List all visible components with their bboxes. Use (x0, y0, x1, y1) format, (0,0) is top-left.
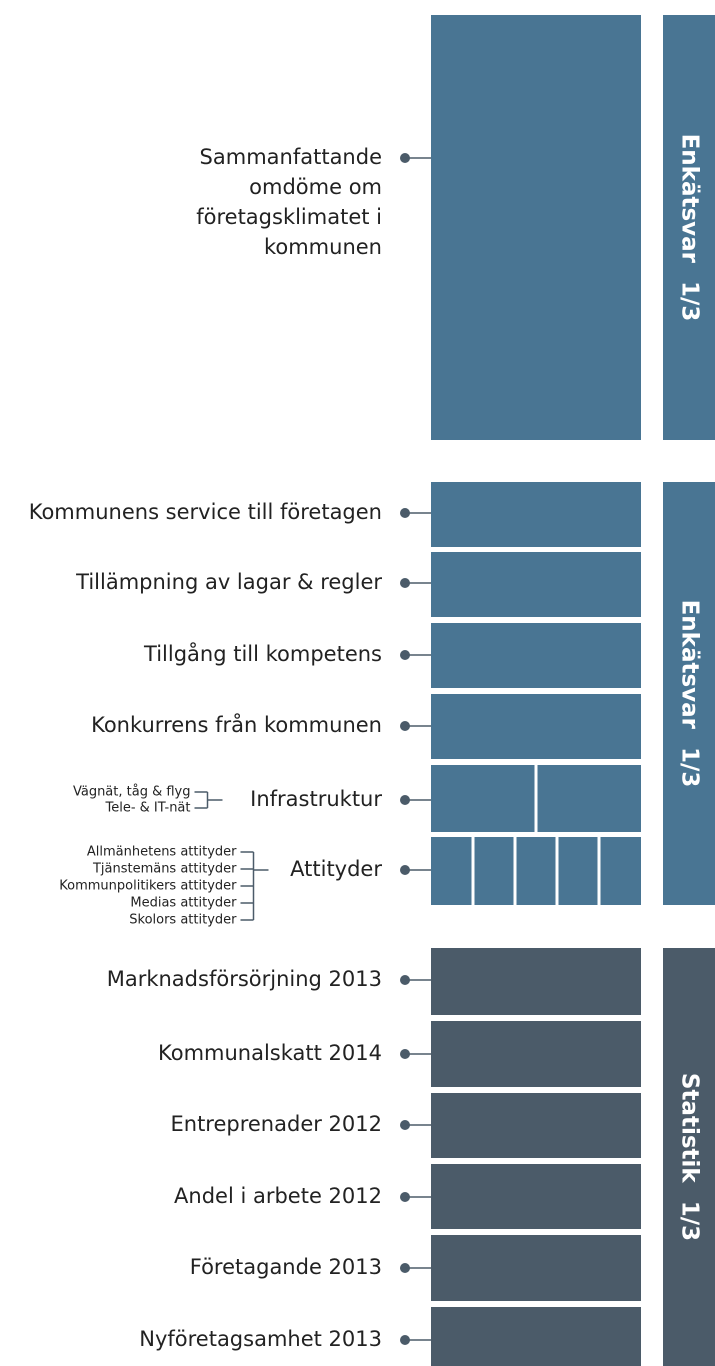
item-label: Tillgång till kompetens (143, 641, 382, 666)
item-label: Attityder (290, 857, 382, 881)
item-label: kommunen (264, 235, 382, 259)
block (431, 1164, 641, 1229)
sub-label: Tjänstemäns attityder (92, 862, 237, 877)
item-label: Tillämpning av lagar & regler (75, 570, 382, 594)
block (431, 694, 641, 759)
block (431, 1021, 641, 1087)
side-bar (663, 15, 715, 440)
sub-label: Kommunpolitikers attityder (59, 879, 237, 894)
side-bar (663, 948, 715, 1366)
sub-label: Tele- & IT-nät (104, 801, 190, 816)
block (431, 482, 641, 547)
block (600, 837, 641, 905)
block (431, 1307, 641, 1366)
item-label: Andel i arbete 2012 (174, 1184, 382, 1208)
side-bar (663, 482, 715, 905)
side-label: Statistik 1/3 (677, 1073, 703, 1241)
item-label: Entreprenader 2012 (170, 1112, 382, 1136)
block (558, 837, 598, 905)
block (431, 15, 641, 440)
item-label: Kommunalskatt 2014 (158, 1041, 382, 1065)
item-label: omdöme om (249, 175, 382, 199)
block (431, 837, 472, 905)
item-label: Marknadsförsörjning 2013 (107, 967, 382, 991)
side-label: Enkätsvar 1/3 (677, 600, 703, 788)
sub-label: Vägnät, tåg & flyg (73, 785, 191, 800)
block (431, 623, 641, 688)
block (431, 948, 641, 1015)
item-label: Konkurrens från kommunen (91, 712, 382, 737)
sub-label: Medias attityder (130, 896, 237, 911)
item-label: Nyföretagsamhet 2013 (139, 1327, 382, 1351)
block (431, 552, 641, 617)
block (537, 765, 641, 832)
block (474, 837, 514, 905)
block (431, 1235, 641, 1301)
item-label: Sammanfattande (200, 145, 382, 169)
block (431, 765, 535, 832)
side-label: Enkätsvar 1/3 (677, 134, 703, 322)
item-label: Företagande 2013 (190, 1255, 382, 1279)
sub-label: Skolors attityder (129, 913, 237, 928)
item-label: företagsklimatet i (196, 205, 382, 229)
block (431, 1093, 641, 1158)
sub-label: Allmänhetens attityder (87, 845, 237, 860)
item-label: Kommunens service till företagen (29, 500, 382, 524)
item-label: Infrastruktur (250, 787, 382, 811)
block (516, 837, 556, 905)
